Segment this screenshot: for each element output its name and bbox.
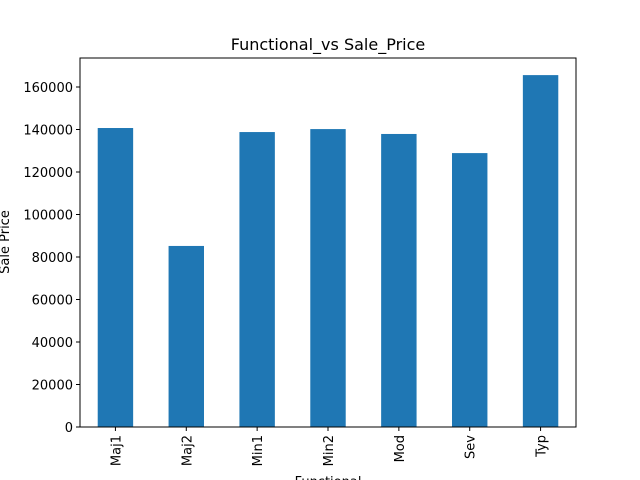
bar [452,153,488,427]
y-tick-label: 100000 [23,209,73,224]
y-axis-label: Sale Price [0,210,13,274]
y-tick-label: 140000 [23,124,73,139]
y-tick-label: 0 [65,421,73,436]
chart-title: Functional_vs Sale_Price [231,35,425,55]
y-tick-label: 20000 [32,379,73,394]
bar [310,129,346,427]
y-tick-label: 160000 [23,81,73,96]
y-tick-label: 80000 [32,251,73,266]
x-tick-label: Maj2 [180,435,195,466]
bar [381,133,417,427]
bar [97,128,134,427]
x-tick-label: Sev [464,435,479,459]
x-tick-label: Min2 [322,435,337,466]
bar [239,132,275,427]
x-tick-label: Min1 [251,435,266,466]
bar [168,245,204,427]
x-tick-label: Typ [535,435,550,458]
x-tick-label: Maj1 [109,435,124,466]
plot-frame [79,57,577,428]
x-tick-label: Mod [393,435,408,462]
x-axis-label: Functional [295,475,362,480]
y-tick-label: 120000 [23,166,73,181]
y-tick-label: 40000 [32,336,73,351]
bar [522,75,559,427]
y-tick-label: 60000 [32,294,73,309]
